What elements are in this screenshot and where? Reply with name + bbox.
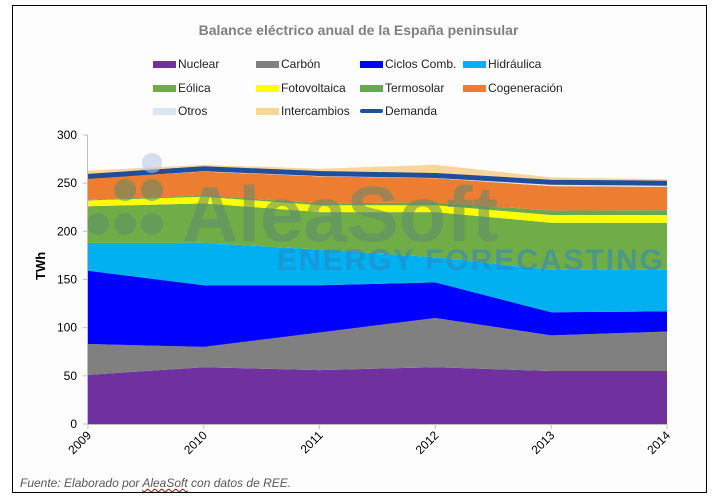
legend-label: Hidráulica: [488, 57, 542, 71]
y-axis-label: TWh: [33, 251, 48, 280]
area-eolica: [88, 203, 667, 270]
area-ciclos-comb: [88, 270, 667, 347]
logo-dot: [87, 213, 109, 235]
legend-swatch: [463, 84, 486, 92]
legend-item-otros: Otros: [153, 104, 207, 118]
legend-swatch: [256, 107, 279, 115]
legend-item-cogeneracion: Cogeneración: [463, 81, 563, 95]
y-tick-label: 150: [57, 273, 77, 287]
logo-dot: [114, 179, 136, 201]
legend-swatch: [360, 60, 383, 68]
line-demanda: [87, 166, 668, 186]
watermark-brand: AleaSoft: [182, 170, 498, 258]
legend-swatch: [463, 60, 486, 68]
legend-item-nuclear: Nuclear: [153, 57, 219, 71]
legend-item-demanda: Demanda: [360, 104, 437, 118]
legend-swatch: [256, 84, 279, 92]
watermark-tagline: ENERGY FORECASTING: [277, 244, 663, 277]
area-fotovoltaica: [88, 196, 667, 223]
legend-label: Intercambios: [281, 104, 350, 118]
y-tick-label: 0: [70, 417, 77, 431]
legend-label: Otros: [178, 104, 208, 118]
legend-label: Carbón: [281, 57, 321, 71]
legend-label: Demanda: [385, 104, 438, 118]
legend-label: Eólica: [178, 81, 211, 95]
legend-item-fotovoltaica: Fotovoltaica: [256, 81, 346, 95]
legend-label: Nuclear: [178, 57, 220, 71]
legend-swatch: [360, 109, 383, 113]
y-tick-label: 200: [57, 224, 77, 238]
y-tick-label: 300: [57, 128, 77, 142]
logo-dot: [141, 179, 163, 201]
legend-label: Termosolar: [385, 81, 445, 95]
legend-swatch: [153, 107, 176, 115]
x-tick-label: 2010: [181, 428, 210, 457]
legend-item-eolica: Eólica: [153, 81, 211, 95]
logo-dot: [114, 213, 136, 235]
logo-dot: [141, 213, 163, 235]
line-layer: [87, 166, 668, 186]
x-tick-label: 2012: [413, 428, 442, 457]
chart-title: Balance eléctrico anual de la España pen…: [198, 22, 519, 38]
legend-item-hidraulica: Hidráulica: [463, 57, 541, 71]
y-tick-label: 50: [64, 369, 78, 383]
legend-item-intercambios: Intercambios: [256, 104, 350, 118]
legend-label: Fotovoltaica: [281, 81, 346, 95]
area-nuclear: [88, 367, 667, 424]
area-cogeneracion: [88, 171, 667, 211]
logo-dot: [142, 153, 162, 173]
area-hidraulica: [88, 242, 667, 313]
x-tick-label: 2014: [644, 428, 673, 457]
y-tick-label: 100: [57, 321, 77, 335]
legend-swatch: [256, 60, 279, 68]
legend-item-termosolar: Termosolar: [360, 81, 444, 95]
source-prefix: Fuente: Elaborado por: [20, 476, 143, 490]
source-brand: AleaSoft: [142, 476, 188, 490]
x-tick-label: 2013: [529, 428, 558, 457]
legend-swatch: [360, 84, 383, 92]
legend-label: Ciclos Comb.: [385, 57, 457, 71]
y-tick-label: 250: [57, 176, 77, 190]
legend-swatch: [153, 60, 176, 68]
legend-item-carbon: Carbón: [256, 57, 320, 71]
source-suffix: con datos de REE.: [187, 476, 292, 490]
x-tick-label: 2009: [65, 428, 94, 457]
area-carbon: [88, 318, 667, 375]
legend-swatch: [153, 84, 176, 92]
source-note: Fuente: Elaborado por AleaSoft con datos…: [20, 476, 291, 490]
legend-item-ciclos-comb: Ciclos Comb.: [360, 57, 456, 71]
legend-label: Cogeneración: [488, 81, 563, 95]
x-tick-label: 2011: [298, 428, 326, 456]
area-termosolar: [88, 195, 667, 215]
